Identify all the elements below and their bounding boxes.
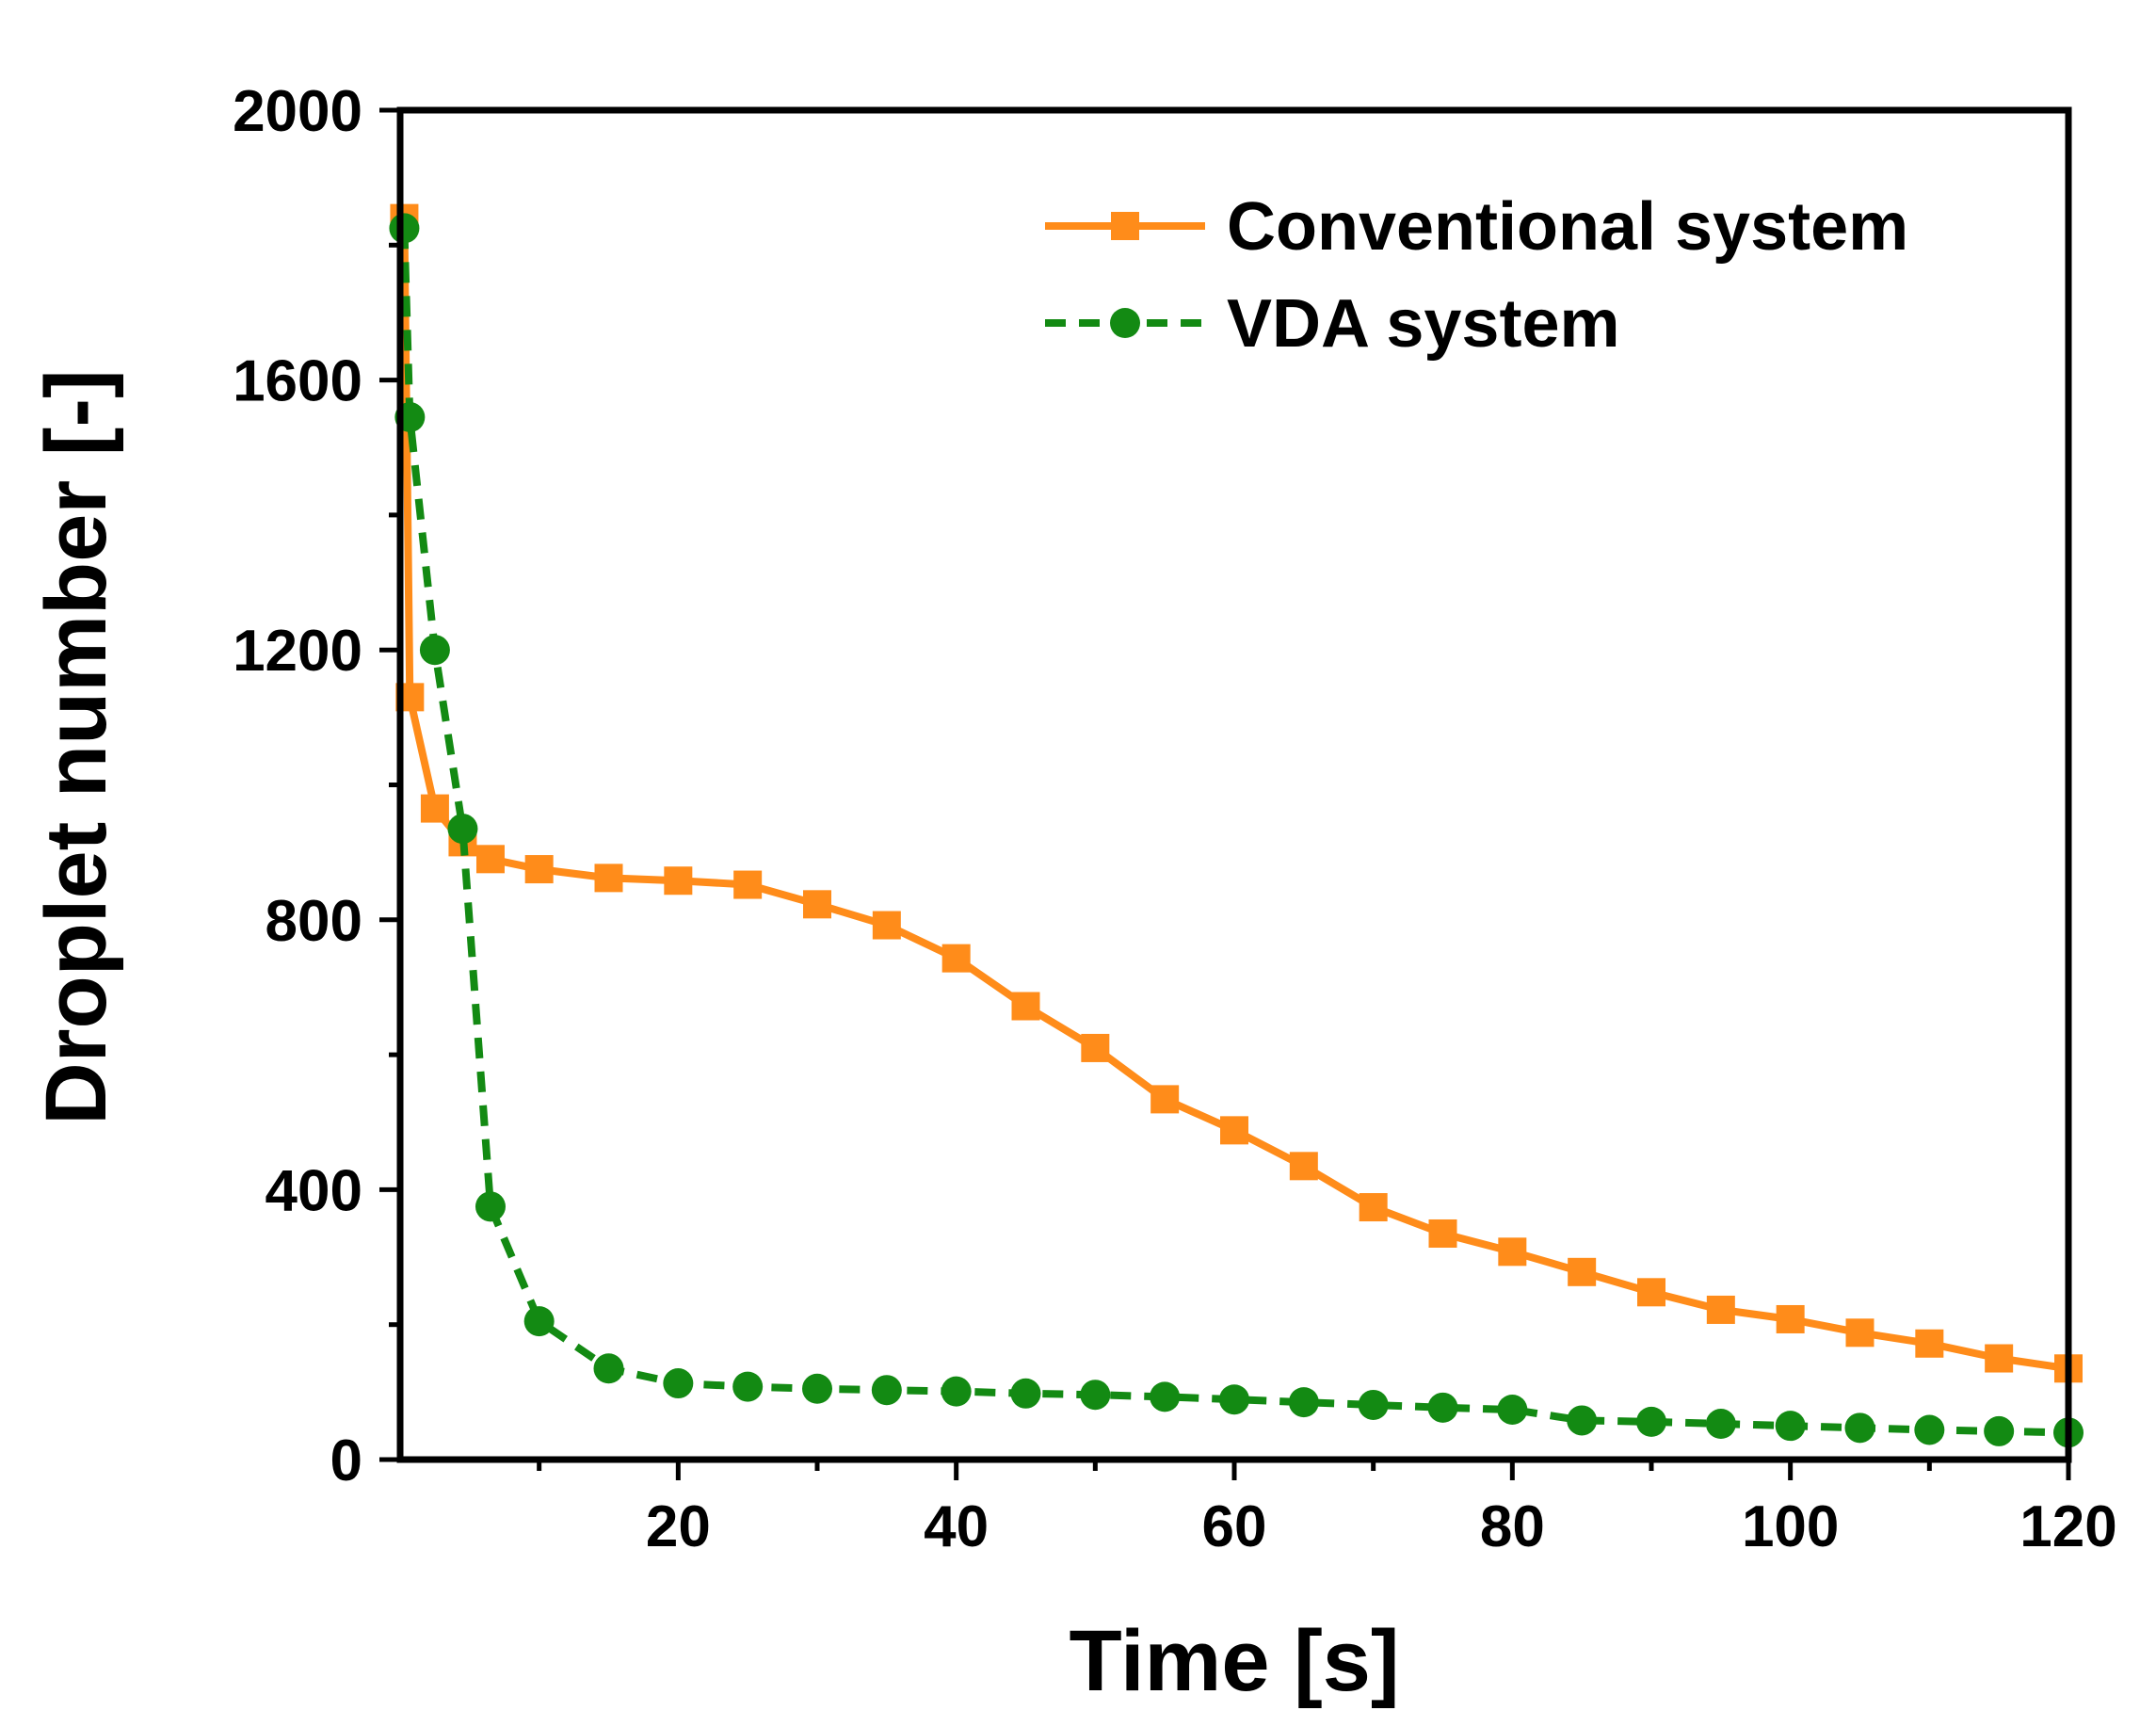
- legend-item-1: Conventional system: [1045, 189, 1908, 265]
- data-point: [524, 855, 554, 884]
- data-point: [1150, 1085, 1180, 1114]
- y-tick-label: 1200: [233, 619, 362, 684]
- y-tick-label: 800: [265, 889, 362, 954]
- data-point: [1010, 1378, 1041, 1409]
- data-point: [1220, 1116, 1248, 1145]
- data-point: [871, 1375, 902, 1406]
- data-point: [594, 864, 623, 893]
- x-tick-label: 100: [1742, 1494, 1839, 1559]
- data-point: [1984, 1415, 2015, 1446]
- data-point: [1706, 1295, 1735, 1324]
- y-axis-title: Droplet number [-]: [28, 369, 124, 1124]
- data-point: [1845, 1318, 1874, 1348]
- data-point: [1289, 1152, 1318, 1181]
- y-tick-label: 0: [330, 1428, 362, 1493]
- data-point: [1705, 1409, 1736, 1440]
- data-point: [419, 635, 450, 666]
- series-line: [400, 228, 2069, 1437]
- data-point: [803, 890, 831, 919]
- data-point: [664, 866, 693, 896]
- data-point: [1775, 1411, 1806, 1442]
- data-point: [733, 870, 763, 899]
- x-tick-label: 80: [1480, 1494, 1545, 1559]
- data-point: [1776, 1304, 1805, 1333]
- series-2: [389, 213, 2084, 1448]
- data-point: [475, 1191, 506, 1222]
- data-point: [1567, 1405, 1598, 1436]
- y-tick-label: 1600: [233, 349, 362, 414]
- data-point: [593, 1353, 624, 1384]
- data-point: [1359, 1193, 1388, 1222]
- data-point: [802, 1373, 832, 1404]
- data-point: [1568, 1257, 1597, 1286]
- x-tick-label: 40: [924, 1494, 989, 1559]
- data-point: [1497, 1394, 1528, 1425]
- data-point: [1844, 1412, 1875, 1444]
- data-point: [1636, 1406, 1666, 1437]
- legend-marker: [1111, 212, 1139, 240]
- data-point: [420, 794, 449, 823]
- data-point: [389, 213, 420, 244]
- data-point: [1288, 1387, 1319, 1418]
- data-point: [1080, 1380, 1111, 1411]
- data-point: [1358, 1389, 1389, 1420]
- data-point: [1915, 1329, 1944, 1358]
- data-point: [941, 944, 971, 973]
- y-tick-label: 2000: [233, 79, 362, 144]
- data-point: [1914, 1414, 1945, 1445]
- data-point: [475, 845, 505, 874]
- legend-marker: [1110, 308, 1140, 338]
- y-tick-label: 400: [265, 1158, 362, 1223]
- data-point: [872, 911, 901, 940]
- data-point: [1219, 1384, 1249, 1415]
- x-tick-label: 60: [1202, 1494, 1267, 1559]
- data-point: [1498, 1237, 1527, 1267]
- data-point: [663, 1368, 694, 1399]
- legend: Conventional system VDA system: [1045, 189, 1908, 362]
- data-point: [1011, 992, 1040, 1021]
- data-point: [1427, 1392, 1458, 1423]
- x-tick-label: 20: [646, 1494, 711, 1559]
- legend-label: VDA system: [1227, 286, 1620, 362]
- data-point: [732, 1371, 764, 1402]
- data-point: [941, 1376, 972, 1407]
- data-point: [1081, 1033, 1110, 1062]
- data-point: [447, 814, 478, 845]
- legend-label: Conventional system: [1227, 189, 1908, 265]
- series-layer: [389, 203, 2084, 1448]
- data-point: [1150, 1381, 1181, 1412]
- x-axis-title: Time [s]: [1069, 1613, 1399, 1709]
- data-point: [1985, 1344, 2014, 1373]
- legend-item-2: VDA system: [1045, 286, 1620, 362]
- data-point: [1637, 1278, 1665, 1307]
- data-point: [1428, 1219, 1457, 1248]
- data-point: [523, 1306, 555, 1337]
- series-line: [400, 218, 2069, 1373]
- series-1: [390, 203, 2083, 1383]
- x-tick-label: 120: [2019, 1494, 2116, 1559]
